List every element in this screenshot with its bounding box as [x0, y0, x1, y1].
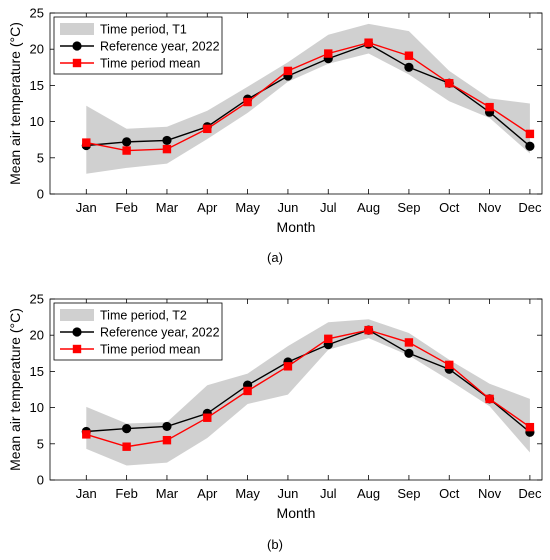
- x-axis-label: Month: [277, 219, 316, 235]
- y-tick-label: 0: [37, 187, 44, 202]
- data-point-square: [364, 325, 373, 335]
- data-point-square: [404, 338, 414, 347]
- x-tick-label: Jul: [320, 200, 337, 215]
- legend-label-series: Time period mean: [100, 57, 200, 71]
- plot-frame: [49, 12, 543, 195]
- y-tick-label: 5: [37, 150, 44, 165]
- data-point-square: [243, 97, 252, 107]
- y-tick-label: 25: [30, 292, 44, 307]
- legend-marker-square: [72, 344, 82, 354]
- x-tick-label: Oct: [439, 486, 460, 501]
- legend-label-series: Time period mean: [100, 343, 200, 357]
- y-tick-label: 20: [30, 42, 44, 57]
- range-band: [86, 23, 530, 174]
- x-tick-label: Nov: [478, 486, 502, 501]
- data-point-square: [243, 386, 252, 396]
- x-tick-label: Dec: [518, 200, 542, 215]
- range-band: [86, 319, 530, 466]
- x-tick-label: Jul: [320, 486, 337, 501]
- panel-label: (b): [267, 537, 283, 552]
- data-point-square: [324, 49, 333, 58]
- data-point-square: [404, 51, 414, 60]
- legend-label-band: Time period, T2: [100, 309, 187, 323]
- plot-frame: [49, 298, 543, 481]
- legend-marker-circle: [72, 41, 82, 51]
- data-point-circle: [404, 62, 414, 72]
- x-tick-label: Sep: [397, 200, 420, 215]
- x-tick-label: Aug: [357, 486, 380, 501]
- x-tick-label: Oct: [439, 200, 460, 215]
- data-point-square: [82, 138, 91, 147]
- x-tick-label: Jun: [277, 486, 298, 501]
- x-tick-label: Mar: [156, 200, 179, 215]
- x-tick-label: Feb: [115, 486, 137, 501]
- data-point-square: [445, 79, 454, 88]
- legend-label-band: Time period, T1: [100, 23, 187, 37]
- panel-label: (a): [267, 250, 283, 265]
- data-point-circle: [122, 423, 132, 434]
- chart-panel-1: 0 5 10 15 20 25 Jan Feb Mar Apr May Jun Jul Aug Sep Oct…: [7, 6, 543, 265]
- y-tick-label: 0: [37, 473, 44, 488]
- x-tick-label: Jan: [76, 200, 97, 215]
- x-tick-label: Dec: [518, 486, 542, 501]
- y-tick-label: 5: [37, 436, 44, 451]
- y-axis-label: Mean air temperature (°C): [7, 308, 23, 471]
- x-tick-label: Aug: [357, 200, 380, 215]
- series-line-2: [86, 41, 531, 152]
- legend-swatch-band: [60, 309, 94, 321]
- x-tick-label: Feb: [115, 200, 137, 215]
- series-line-2: [86, 329, 531, 448]
- x-tick-label: Mar: [156, 486, 179, 501]
- y-axis-label: Mean air temperature (°C): [7, 22, 23, 185]
- data-point-square: [122, 442, 131, 451]
- x-tick-label: Sep: [397, 486, 420, 501]
- data-point-square: [324, 334, 333, 344]
- x-tick-label: Jan: [76, 486, 97, 501]
- data-point-square: [82, 430, 91, 439]
- legend-swatch-band: [60, 23, 94, 35]
- data-point-circle: [122, 137, 132, 147]
- data-point-square: [485, 102, 494, 112]
- x-tick-label: Jun: [277, 200, 298, 215]
- x-tick-label: Apr: [197, 486, 218, 501]
- data-point-square: [203, 124, 212, 134]
- y-tick-label: 25: [30, 6, 44, 21]
- legend-label-series: Reference year, 2022: [100, 40, 220, 54]
- data-point-square: [525, 129, 535, 139]
- x-tick-label: Apr: [197, 200, 218, 215]
- x-tick-label: May: [235, 486, 260, 501]
- data-point-square: [525, 422, 535, 432]
- legend-marker-square: [72, 58, 82, 68]
- legend-label-series: Reference year, 2022: [100, 326, 220, 340]
- data-point-square: [283, 362, 293, 371]
- data-point-square: [485, 394, 494, 404]
- y-tick-label: 10: [30, 400, 44, 415]
- x-tick-label: May: [235, 200, 260, 215]
- data-point-circle: [404, 348, 414, 358]
- data-point-circle: [162, 421, 172, 432]
- data-point-circle: [525, 141, 535, 151]
- data-point-circle: [162, 135, 172, 146]
- data-point-square: [283, 66, 293, 76]
- y-tick-label: 20: [30, 328, 44, 343]
- data-point-square: [122, 146, 131, 155]
- data-point-square: [162, 144, 172, 154]
- data-point-square: [203, 413, 212, 422]
- y-tick-label: 10: [30, 114, 44, 129]
- data-point-square: [445, 360, 454, 370]
- x-tick-label: Nov: [478, 200, 502, 215]
- y-tick-label: 15: [30, 78, 44, 93]
- x-axis-label: Month: [277, 505, 316, 521]
- y-tick-label: 15: [30, 364, 44, 379]
- data-point-square: [162, 435, 172, 445]
- series-line-1: [86, 43, 531, 147]
- legend-marker-circle: [72, 327, 82, 337]
- data-point-square: [364, 38, 373, 47]
- chart-panel-2: 0 5 10 15 20 25 Jan Feb Mar Apr May Jun Jul Aug Sep Oct…: [7, 292, 543, 552]
